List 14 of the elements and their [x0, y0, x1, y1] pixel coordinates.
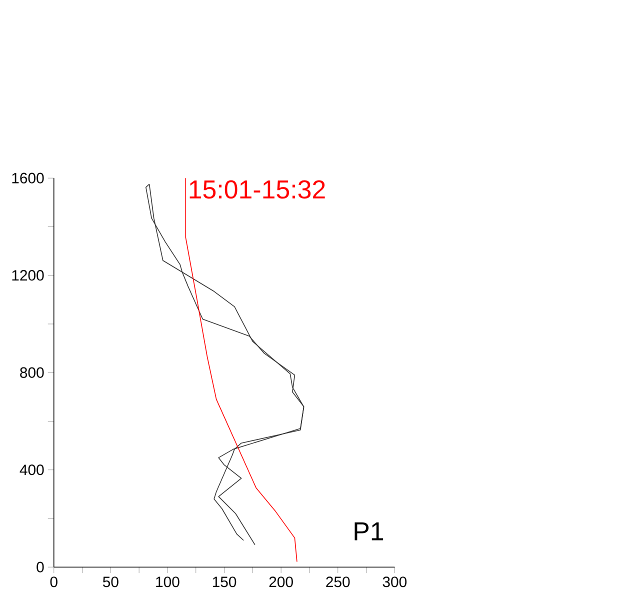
x-tick-label: 250 — [326, 576, 350, 587]
series-label: 15:01-15:32 — [190, 180, 325, 198]
y-tick-label: 1600 — [12, 172, 44, 184]
x-tick-label: 200 — [269, 576, 293, 587]
y-tick-label: 800 — [20, 367, 44, 378]
x-tick-label: 0 — [50, 576, 58, 587]
y-tick-label: 0 — [36, 562, 44, 572]
x-tick-label: 100 — [156, 576, 180, 587]
x-tick-label: 50 — [102, 576, 118, 587]
y-tick-label: 1200 — [12, 270, 44, 280]
annotation: P1 — [354, 522, 384, 540]
x-tick-label: 300 — [382, 576, 407, 587]
y-tick-label: 400 — [20, 464, 44, 475]
x-tick-label: 150 — [212, 576, 236, 587]
